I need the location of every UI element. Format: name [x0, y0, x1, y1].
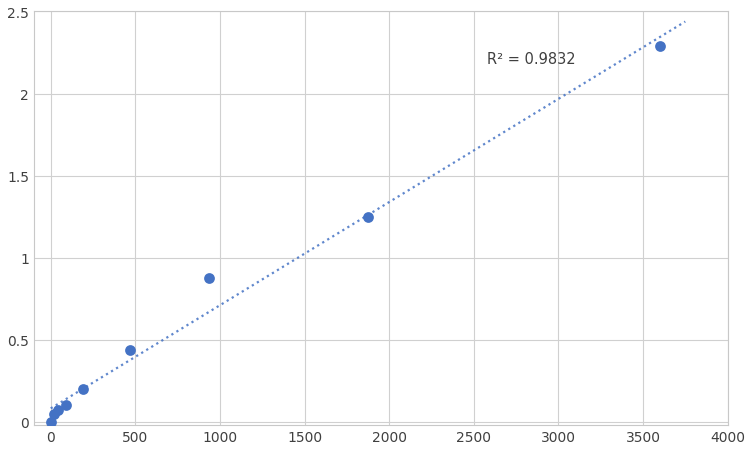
- Point: [48, 410, 60, 417]
- Text: R² = 0.9832: R² = 0.9832: [487, 51, 576, 66]
- Point: [204, 275, 216, 282]
- Point: [124, 346, 136, 354]
- Point: [653, 43, 666, 51]
- Point: [44, 419, 56, 426]
- Point: [52, 406, 64, 413]
- Point: [59, 402, 71, 409]
- Point: [362, 214, 374, 221]
- Point: [77, 386, 89, 393]
